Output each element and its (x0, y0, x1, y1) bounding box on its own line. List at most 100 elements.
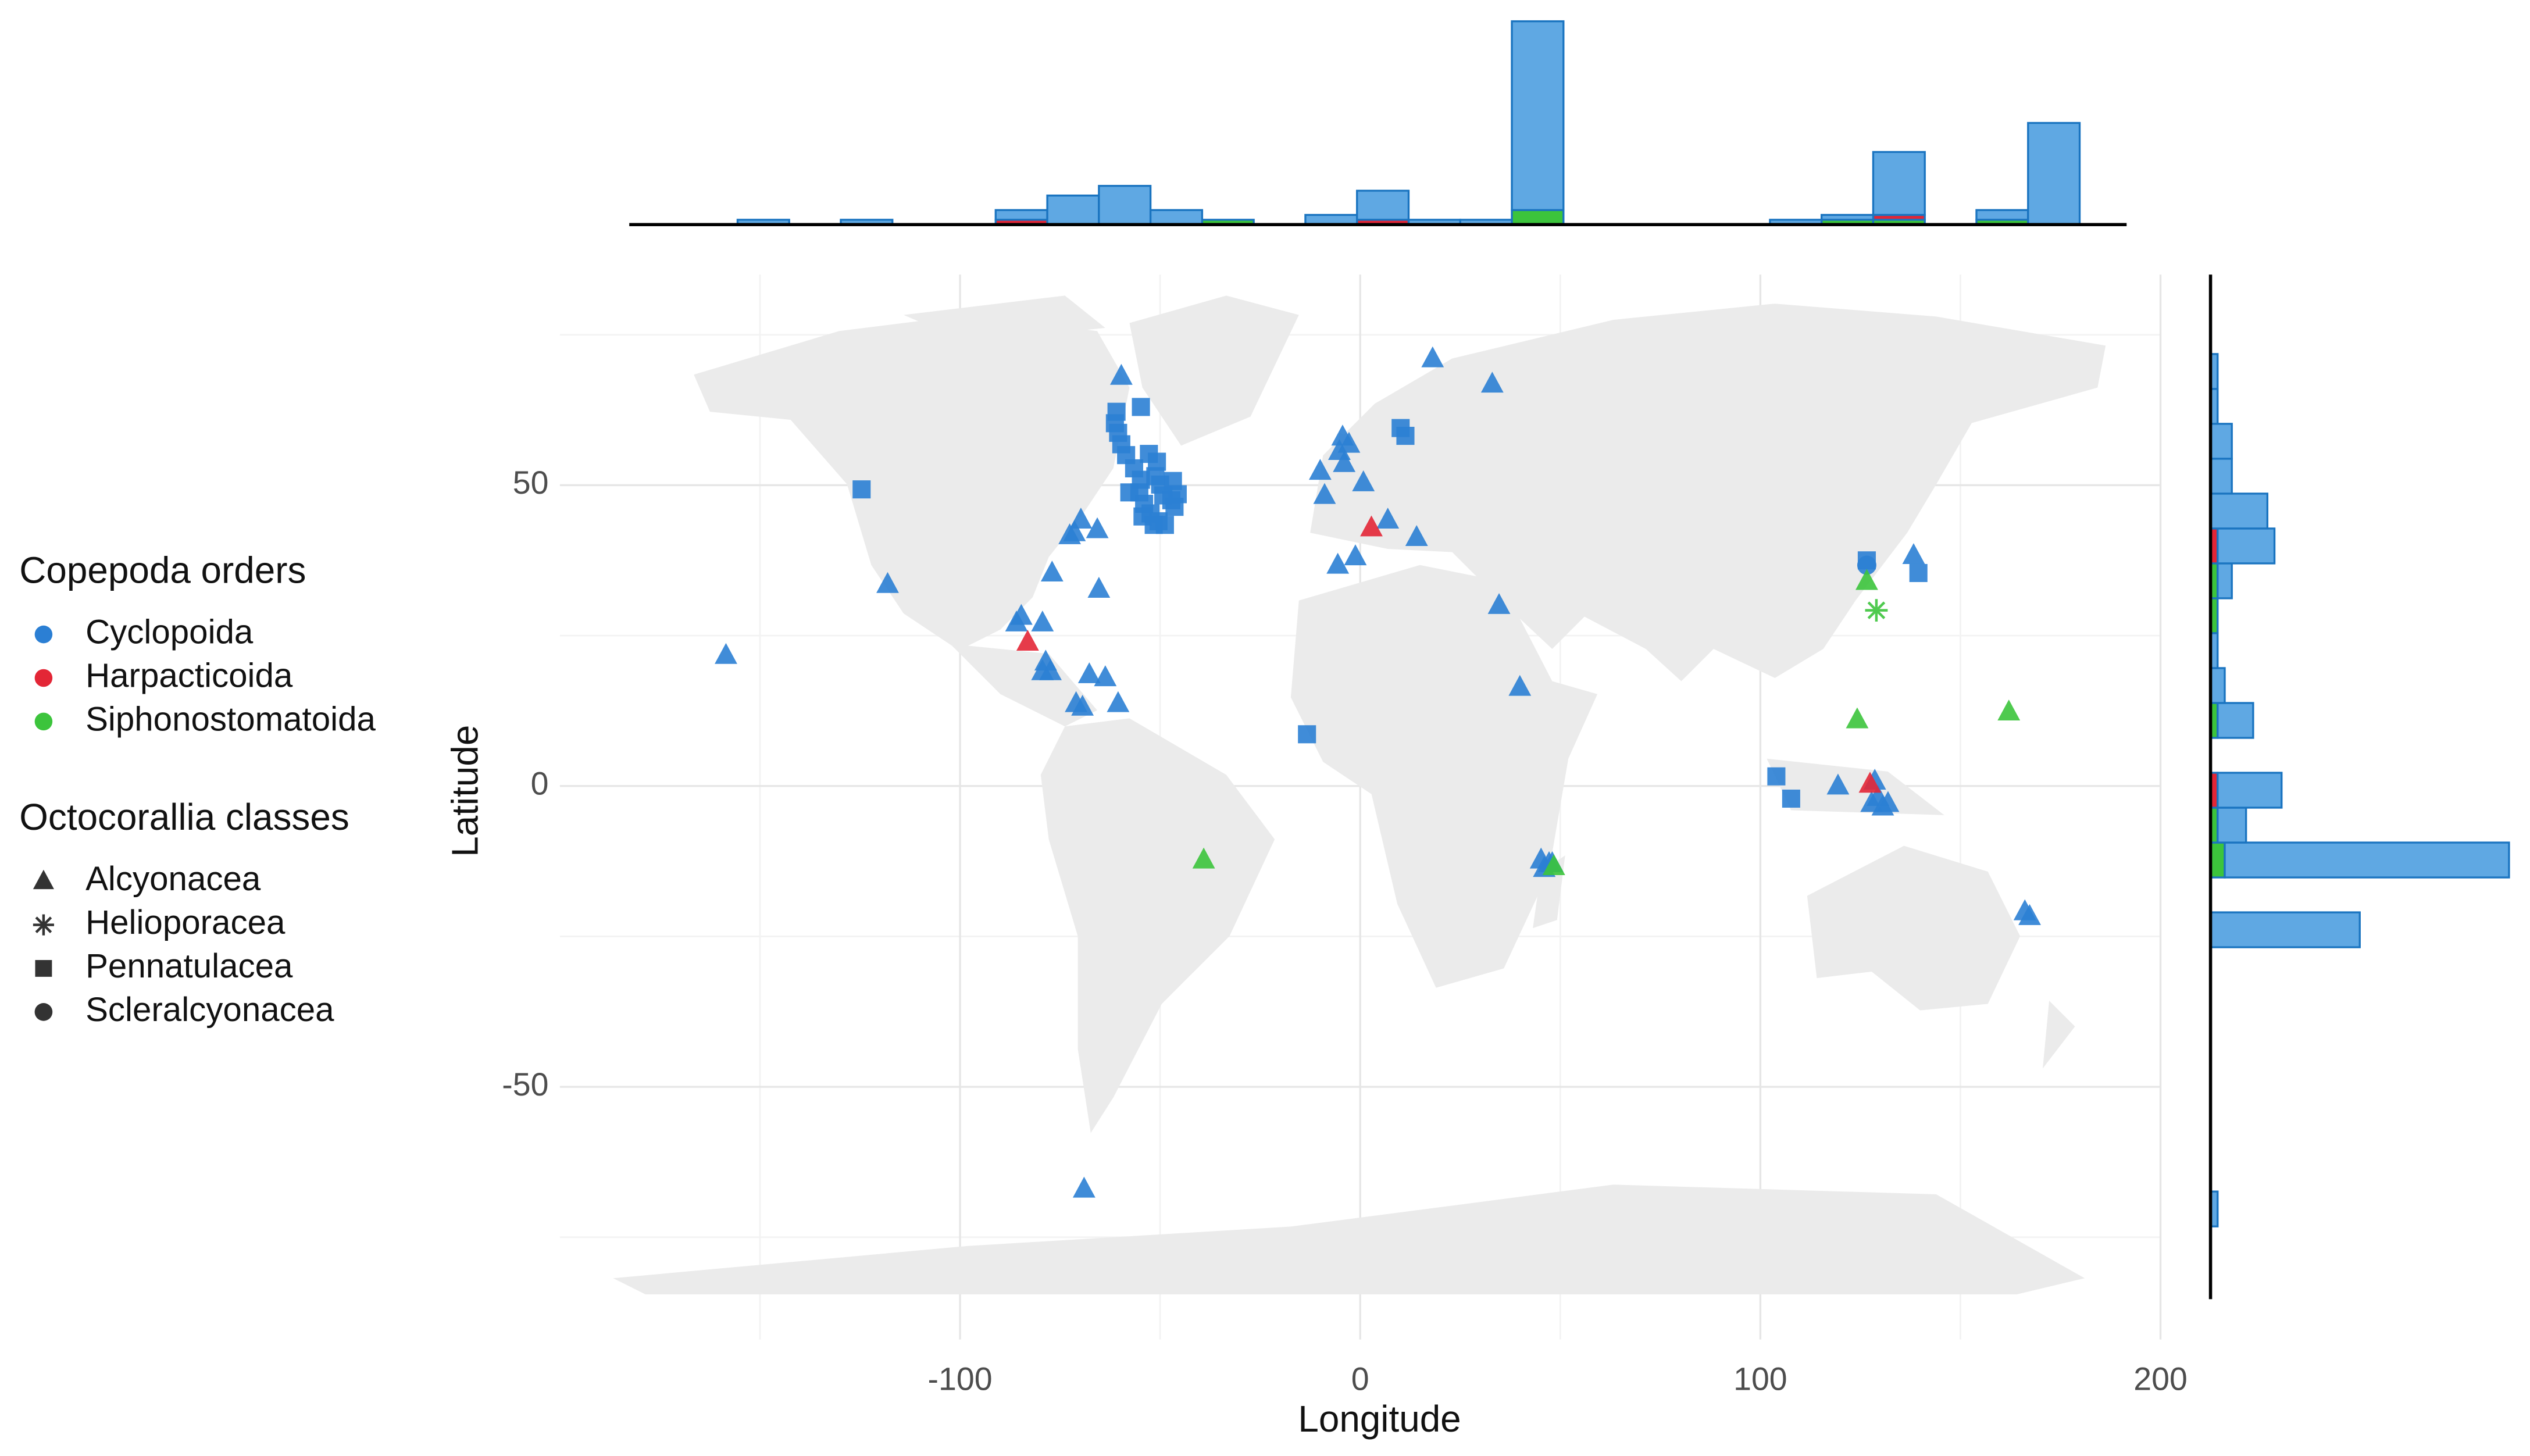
histogram-bar (1511, 209, 1565, 226)
triangle-marker (1072, 1176, 1095, 1198)
histogram-bar (2224, 841, 2510, 879)
histogram-bar (2217, 562, 2233, 599)
triangle-marker (1997, 700, 2021, 721)
legend-label: Pennatulacea (85, 947, 293, 985)
histogram-bar (2209, 423, 2233, 460)
square-marker (1120, 483, 1139, 502)
x-tick-label: 100 (1733, 1361, 1787, 1397)
histogram-bar (994, 209, 1048, 221)
histogram-bar (1098, 184, 1152, 226)
histogram-bar (2217, 527, 2276, 565)
triangle-marker (1192, 847, 1215, 869)
square-marker (1132, 398, 1150, 416)
histogram-bar (1975, 209, 2029, 221)
triangle-marker (1071, 694, 1094, 716)
triangle-marker (1826, 773, 1850, 795)
square-marker (1140, 445, 1158, 463)
triangle-marker (1313, 483, 1336, 504)
histogram-bar (2209, 458, 2233, 495)
histogram-bar (1356, 190, 1410, 221)
triangle-marker (1086, 517, 1109, 538)
histogram-bar (1821, 213, 1875, 221)
histogram-bar (2209, 667, 2226, 704)
histogram-bar (2209, 841, 2226, 879)
square-marker (1165, 498, 1184, 516)
triangle-marker (1016, 630, 1039, 651)
triangle-marker (1352, 470, 1375, 491)
triangle-marker (1487, 593, 1511, 614)
legend-title: Octocorallia classes (19, 796, 349, 838)
square-marker (1164, 472, 1182, 490)
triangle-marker (1040, 561, 1064, 582)
triangle-marker (1333, 451, 1356, 472)
legend-swatch (34, 669, 53, 687)
legend-label: Siphonostomatoida (85, 700, 376, 738)
histogram-bar (2209, 911, 2361, 948)
triangle-marker (1031, 610, 1054, 631)
legend-swatch (34, 712, 53, 731)
circle-marker (34, 1003, 53, 1021)
triangle-marker (1031, 659, 1054, 680)
square-marker (1782, 789, 1800, 808)
triangle-marker (1094, 665, 1117, 687)
triangle-marker (1855, 569, 1878, 590)
triangle-marker (1344, 544, 1367, 566)
histogram-bar (1046, 194, 1100, 226)
x-tick-label: 0 (1351, 1361, 1369, 1397)
histogram-bar (1872, 151, 1926, 216)
histogram-bar (2217, 772, 2283, 809)
triangle-marker (1005, 610, 1028, 631)
triangle-marker (1858, 772, 1882, 793)
asterisk-marker (33, 914, 54, 936)
legend-label: Harpacticoida (85, 656, 293, 694)
y-axis-label: Latitude (444, 725, 486, 857)
asterisk-marker (1865, 599, 1888, 622)
legend-title: Copepoda orders (19, 549, 306, 591)
triangle-marker (715, 643, 737, 664)
circle-marker (1857, 555, 1876, 575)
square-marker (1767, 767, 1786, 786)
world-map (613, 295, 2106, 1294)
triangle-marker (1308, 459, 1332, 480)
triangle-marker (2018, 904, 2041, 925)
triangle-marker (1058, 523, 1082, 544)
triangle-marker (1876, 791, 1900, 812)
y-tick-label: 0 (531, 765, 549, 801)
legend-label: Helioporacea (85, 904, 286, 941)
x-tick-label: -100 (928, 1361, 993, 1397)
triangle-marker (1109, 363, 1133, 385)
triangle-marker (1542, 854, 1565, 875)
x-tick-label: 200 (2133, 1361, 2188, 1397)
triangle-marker (1376, 508, 1400, 529)
triangle-marker (1405, 525, 1428, 546)
triangle-marker (1902, 543, 1925, 565)
triangle-marker (1087, 577, 1111, 598)
square-marker (1155, 516, 1174, 534)
square-marker (1396, 427, 1415, 445)
y-tick-label: 50 (513, 465, 549, 501)
triangle-marker (1360, 515, 1383, 537)
legend-swatch (34, 625, 53, 644)
x-axis-label: Longitude (1298, 1398, 1461, 1440)
histogram-bar (2217, 702, 2254, 739)
histogram-bar (1149, 209, 1204, 226)
triangle-marker (1860, 791, 1883, 812)
square-marker (1298, 725, 1316, 744)
histogram-bar (2217, 806, 2247, 844)
histogram-bar (2027, 122, 2081, 226)
triangle-marker (33, 869, 54, 890)
triangle-marker (1326, 552, 1350, 574)
triangle-marker (876, 572, 899, 593)
triangle-marker (1508, 675, 1532, 696)
square-marker (852, 480, 871, 499)
y-tick-label: -50 (502, 1066, 548, 1102)
legend-label: Scleralcyonacea (85, 991, 334, 1029)
square-marker (35, 960, 52, 977)
legend-label: Cyclopoida (85, 613, 254, 651)
triangle-marker (1480, 372, 1504, 393)
triangle-marker (1846, 707, 1869, 729)
triangle-marker (1421, 346, 1444, 367)
histogram-bar (2209, 493, 2269, 530)
triangle-marker (1077, 662, 1101, 683)
